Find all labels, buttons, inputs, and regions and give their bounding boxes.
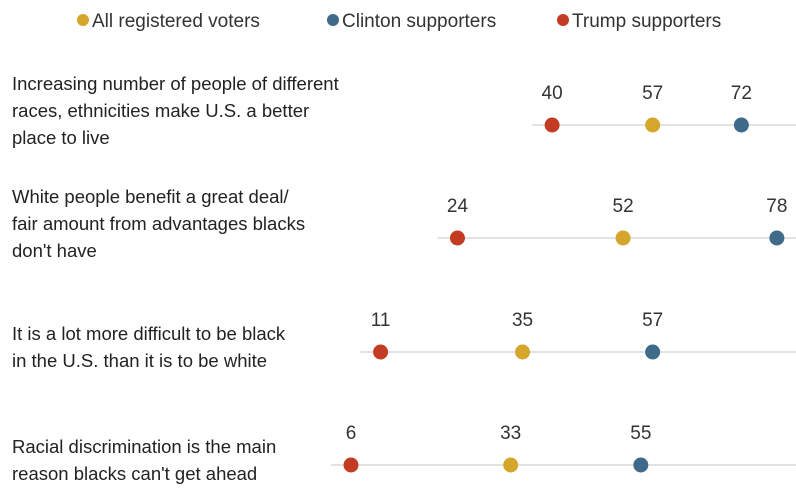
legend-label-2: Trump supporters	[572, 11, 721, 32]
legend: All registered voters Clinton supporters T…	[77, 11, 721, 32]
row-label-line: place to live	[12, 127, 110, 148]
data-label: 78	[766, 196, 787, 217]
data-label: 52	[613, 196, 634, 217]
data-label: 57	[642, 83, 663, 104]
dot-all-registered-voters	[615, 230, 631, 246]
data-label: 72	[731, 83, 752, 104]
dot-trump-supporters	[373, 344, 389, 360]
data-label: 55	[630, 423, 651, 444]
legend-marker-0	[77, 14, 89, 26]
chart-rows: Increasing number of people of different…	[12, 73, 796, 484]
dot-clinton-supporters	[633, 457, 649, 473]
data-label: 11	[371, 310, 391, 331]
row-label-line: Increasing number of people of different	[12, 73, 339, 94]
chart-row-0: Increasing number of people of different…	[12, 73, 796, 148]
legend-label-0: All registered voters	[92, 11, 260, 32]
data-label: 40	[542, 83, 563, 104]
legend-marker-2	[557, 14, 569, 26]
dot-clinton-supporters	[645, 344, 661, 360]
data-label: 24	[447, 196, 469, 217]
data-label: 35	[512, 310, 533, 331]
dot-trump-supporters	[449, 230, 465, 246]
row-label-line: It is a lot more difficult to be black	[12, 323, 286, 344]
row-label-line: fair amount from advantages blacks	[12, 213, 305, 234]
data-label: 33	[500, 423, 521, 444]
row-label-line: reason blacks can't get ahead	[12, 463, 257, 484]
dot-all-registered-voters	[503, 457, 519, 473]
dot-all-registered-voters	[515, 344, 531, 360]
data-label: 57	[642, 310, 663, 331]
chart-row-2: It is a lot more difficult to be black in…	[12, 310, 796, 371]
dot-clinton-supporters	[769, 230, 785, 246]
row-label-line: Racial discrimination is the main	[12, 436, 276, 457]
row-label-line: White people benefit a great deal/	[12, 186, 290, 207]
legend-label-1: Clinton supporters	[342, 11, 496, 32]
dot-clinton-supporters	[733, 117, 749, 133]
dot-all-registered-voters	[645, 117, 661, 133]
row-label-line: don't have	[12, 240, 97, 261]
legend-marker-1	[327, 14, 339, 26]
chart-row-1: White people benefit a great deal/fair a…	[12, 186, 796, 261]
row-label-line: races, ethnicities make U.S. a better	[12, 100, 309, 121]
row-label-line: in the U.S. than it is to be white	[12, 350, 267, 371]
dot-trump-supporters	[544, 117, 560, 133]
chart-row-3: Racial discrimination is the main reason …	[12, 423, 796, 484]
dot-trump-supporters	[343, 457, 359, 473]
data-label: 6	[346, 423, 357, 444]
